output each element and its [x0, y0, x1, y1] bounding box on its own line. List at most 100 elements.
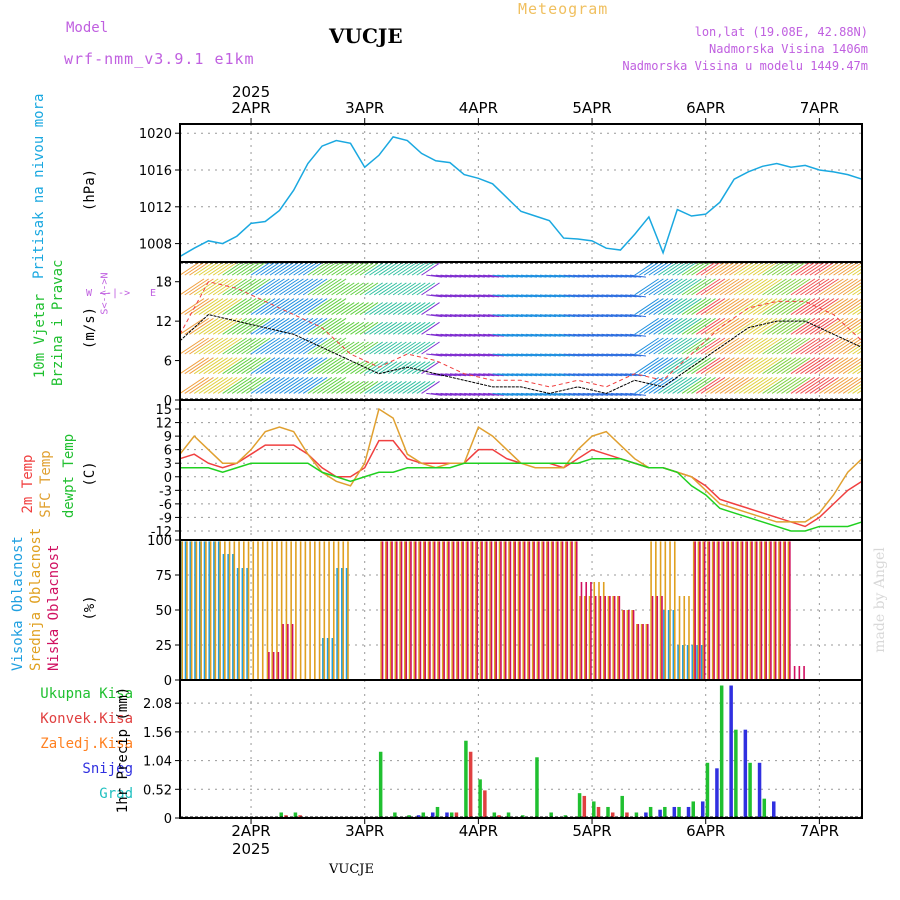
- cloud-low-bar: [538, 541, 540, 680]
- wind-barb: [700, 377, 726, 394]
- wind-barb: [615, 353, 632, 357]
- wind-barb: [606, 353, 623, 357]
- cloud-high-bar: [184, 541, 188, 680]
- cloud-mid-bar: [195, 541, 198, 680]
- wind-barb: [568, 333, 585, 337]
- wind-barb: [350, 361, 369, 375]
- cloud-mid-bar: [536, 541, 539, 680]
- wind-barb: [331, 282, 350, 296]
- wind-barb: [686, 262, 708, 276]
- wind-barb: [767, 377, 792, 394]
- wind-barb: [743, 278, 768, 296]
- wind-barb: [790, 317, 816, 335]
- wind-barb: [492, 314, 509, 318]
- top-day-label: 6APR: [686, 99, 725, 117]
- wind-barb: [814, 262, 836, 276]
- wind-barb: [539, 294, 557, 298]
- wind-barb: [298, 278, 323, 296]
- wind-barb: [473, 314, 490, 318]
- wind-barb: [288, 377, 314, 394]
- wind-barb: [189, 317, 214, 335]
- wind-barb: [643, 298, 669, 315]
- bottom-year-label: 2025: [232, 840, 270, 858]
- wind-barb: [497, 333, 514, 337]
- wind-barb: [535, 294, 552, 298]
- pressure-tick-label: 1020: [139, 127, 172, 142]
- wind-barb: [856, 369, 862, 375]
- wind-barb: [719, 337, 745, 355]
- wind-barb: [757, 317, 783, 335]
- wind-barb: [819, 298, 844, 315]
- cloud-low-bar: [504, 541, 507, 680]
- cloud-mid-bar: [342, 541, 345, 680]
- wind-barb: [795, 317, 820, 335]
- wind-barb: [236, 337, 262, 355]
- cloud-mid-bar: [673, 541, 676, 680]
- wind-barb: [392, 321, 412, 335]
- wind-barb: [492, 353, 509, 357]
- wind-barb: [506, 392, 523, 396]
- wind-barb: [530, 314, 547, 318]
- wind-barb: [340, 282, 360, 296]
- wind-barb: [307, 377, 333, 394]
- wind-barb: [658, 377, 683, 394]
- wind-barb: [321, 357, 347, 375]
- wind-barb: [397, 262, 417, 276]
- wind-barb: [781, 357, 806, 375]
- wind-barb: [695, 262, 717, 276]
- pressure-tick-label: 1008: [139, 238, 172, 253]
- wind-barb: [648, 317, 674, 335]
- top-day-label: 3APR: [345, 99, 384, 117]
- wind-barb: [435, 353, 452, 357]
- cloud-high-bar: [241, 568, 245, 680]
- cloud-low-bar: [400, 541, 403, 680]
- wind-barb: [828, 357, 854, 375]
- wind-barb: [449, 314, 467, 318]
- wind-barb: [804, 298, 830, 315]
- wind-barb: [264, 377, 290, 394]
- wind-barb: [525, 353, 542, 357]
- precip-conv-bar: [468, 751, 473, 818]
- cloud-mid-bar: [730, 541, 733, 680]
- compass-arrows: <-|->: [100, 288, 131, 299]
- bottom-day-label: 5APR: [572, 822, 611, 840]
- wind-barb: [364, 341, 383, 355]
- cloud-mid-bar: [655, 541, 657, 680]
- wind-barb: [814, 377, 839, 394]
- wind-barb: [714, 337, 740, 355]
- wind-barb: [601, 373, 618, 377]
- wind-barb: [440, 294, 457, 298]
- wind-barb: [369, 302, 388, 315]
- wind-barb: [260, 298, 285, 315]
- cloud-mid-bar: [276, 541, 278, 680]
- wind-barb: [539, 333, 557, 337]
- wind-barb: [359, 321, 379, 335]
- wind-barb: [359, 262, 379, 276]
- wind-barb: [298, 317, 323, 335]
- wind-barb: [274, 337, 299, 355]
- wind-barb: [681, 262, 703, 276]
- wind-barb: [681, 317, 707, 335]
- wind-barb: [293, 357, 318, 375]
- wind-barb: [662, 337, 688, 355]
- wind-barb: [497, 392, 514, 396]
- wind-barb: [445, 333, 462, 337]
- wind-barb: [359, 302, 379, 315]
- wind-barb: [373, 262, 393, 276]
- panel-frame: [179, 123, 863, 263]
- cloud-mid-bar: [219, 541, 221, 680]
- wind-barb: [606, 373, 623, 377]
- wind-barb: [250, 377, 276, 394]
- wind-barb: [421, 302, 440, 315]
- wind-barb: [298, 357, 323, 375]
- wind-barb: [241, 262, 263, 276]
- cloud-low-bar: [632, 610, 635, 680]
- wind-barb: [596, 392, 613, 396]
- wind-barb: [828, 377, 854, 394]
- wind-barb: [473, 333, 490, 337]
- cloud-high-bar: [663, 610, 666, 680]
- cloud-mid-bar: [512, 541, 515, 680]
- cloud-mid-bar: [583, 596, 586, 680]
- wind-barb: [426, 333, 443, 337]
- wind-barb: [838, 377, 862, 394]
